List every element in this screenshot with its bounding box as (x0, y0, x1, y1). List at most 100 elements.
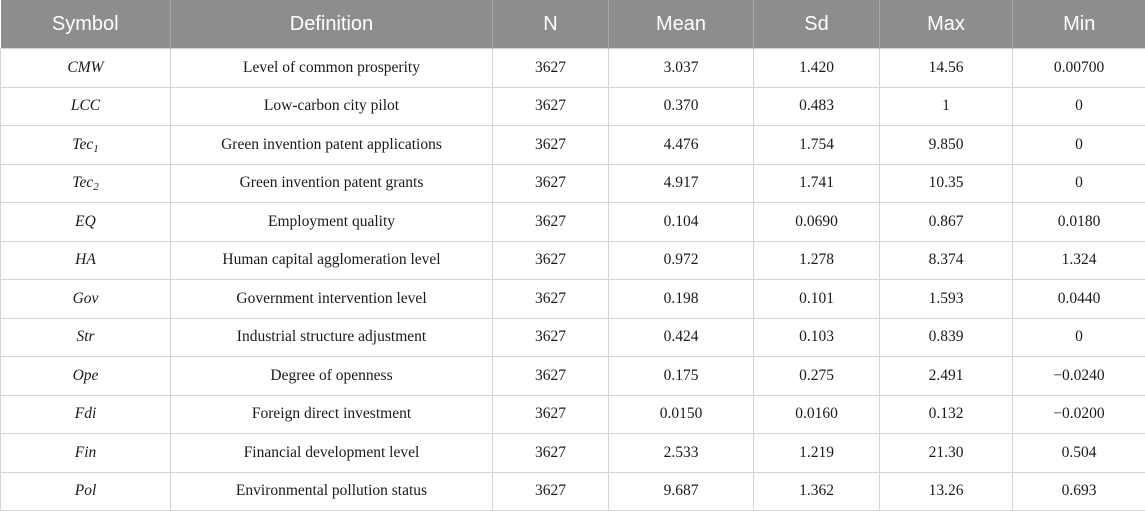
cell-n: 3627 (493, 87, 609, 126)
cell-min: 0.693 (1013, 472, 1145, 511)
cell-sd: 1.362 (754, 472, 880, 511)
cell-definition: Green invention patent applications (171, 126, 493, 165)
header-min: Min (1013, 0, 1145, 49)
cell-symbol: HA (1, 241, 171, 280)
cell-min: 0 (1013, 164, 1145, 203)
cell-definition: Foreign direct investment (171, 395, 493, 434)
cell-definition: Government intervention level (171, 280, 493, 319)
cell-sd: 0.0690 (754, 203, 880, 242)
cell-min: 0 (1013, 318, 1145, 357)
cell-symbol: Tec1 (1, 126, 171, 165)
header-row: Symbol Definition N Mean Sd Max Min (1, 0, 1145, 49)
cell-n: 3627 (493, 203, 609, 242)
cell-min: −0.0200 (1013, 395, 1145, 434)
symbol-subscript: 2 (93, 181, 99, 193)
cell-n: 3627 (493, 318, 609, 357)
header-sd: Sd (754, 0, 880, 49)
cell-n: 3627 (493, 49, 609, 88)
cell-n: 3627 (493, 472, 609, 511)
cell-n: 3627 (493, 164, 609, 203)
cell-symbol: Ope (1, 357, 171, 396)
symbol-text: Fdi (75, 405, 97, 422)
cell-max: 21.30 (880, 434, 1013, 473)
symbol-text: LCC (71, 97, 100, 114)
cell-max: 1.593 (880, 280, 1013, 319)
cell-min: 1.324 (1013, 241, 1145, 280)
cell-symbol: CMW (1, 49, 171, 88)
cell-max: 0.132 (880, 395, 1013, 434)
symbol-text: Tec (72, 136, 93, 153)
cell-symbol: LCC (1, 87, 171, 126)
cell-min: 0 (1013, 126, 1145, 165)
cell-symbol: Tec2 (1, 164, 171, 203)
cell-symbol: Pol (1, 472, 171, 511)
cell-max: 8.374 (880, 241, 1013, 280)
symbol-subscript: 1 (93, 143, 99, 155)
cell-sd: 1.420 (754, 49, 880, 88)
cell-n: 3627 (493, 434, 609, 473)
cell-definition: Level of common prosperity (171, 49, 493, 88)
cell-symbol: Str (1, 318, 171, 357)
cell-sd: 0.0160 (754, 395, 880, 434)
cell-sd: 0.103 (754, 318, 880, 357)
cell-sd: 1.219 (754, 434, 880, 473)
symbol-text: Pol (75, 482, 97, 499)
header-n: N (493, 0, 609, 49)
cell-mean: 0.972 (609, 241, 754, 280)
cell-sd: 0.101 (754, 280, 880, 319)
cell-max: 10.35 (880, 164, 1013, 203)
cell-symbol: Fdi (1, 395, 171, 434)
cell-definition: Environmental pollution status (171, 472, 493, 511)
cell-mean: 0.370 (609, 87, 754, 126)
header-max: Max (880, 0, 1013, 49)
cell-max: 13.26 (880, 472, 1013, 511)
cell-symbol: Gov (1, 280, 171, 319)
cell-min: −0.0240 (1013, 357, 1145, 396)
cell-definition: Employment quality (171, 203, 493, 242)
cell-sd: 1.278 (754, 241, 880, 280)
cell-min: 0.504 (1013, 434, 1145, 473)
cell-definition: Industrial structure adjustment (171, 318, 493, 357)
cell-symbol: Fin (1, 434, 171, 473)
cell-definition: Financial development level (171, 434, 493, 473)
cell-mean: 3.037 (609, 49, 754, 88)
cell-n: 3627 (493, 241, 609, 280)
header-mean: Mean (609, 0, 754, 49)
cell-mean: 0.104 (609, 203, 754, 242)
symbol-text: EQ (75, 213, 96, 230)
symbol-text: Gov (73, 290, 99, 307)
symbol-text: CMW (67, 59, 103, 76)
cell-mean: 2.533 (609, 434, 754, 473)
cell-n: 3627 (493, 395, 609, 434)
symbol-text: Str (76, 328, 94, 345)
cell-mean: 4.917 (609, 164, 754, 203)
cell-mean: 0.198 (609, 280, 754, 319)
symbol-text: Ope (73, 367, 99, 384)
cell-max: 14.56 (880, 49, 1013, 88)
cell-mean: 4.476 (609, 126, 754, 165)
cell-min: 0.0440 (1013, 280, 1145, 319)
cell-max: 0.839 (880, 318, 1013, 357)
cell-n: 3627 (493, 280, 609, 319)
cell-symbol: EQ (1, 203, 171, 242)
cell-mean: 9.687 (609, 472, 754, 511)
symbol-text: Tec (72, 174, 93, 191)
cell-definition: Low-carbon city pilot (171, 87, 493, 126)
cell-definition: Green invention patent grants (171, 164, 493, 203)
cell-max: 2.491 (880, 357, 1013, 396)
header-definition: Definition (171, 0, 493, 49)
cell-min: 0.0180 (1013, 203, 1145, 242)
cell-definition: Human capital agglomeration level (171, 241, 493, 280)
cell-n: 3627 (493, 357, 609, 396)
cell-sd: 1.754 (754, 126, 880, 165)
cell-min: 0.00700 (1013, 49, 1145, 88)
